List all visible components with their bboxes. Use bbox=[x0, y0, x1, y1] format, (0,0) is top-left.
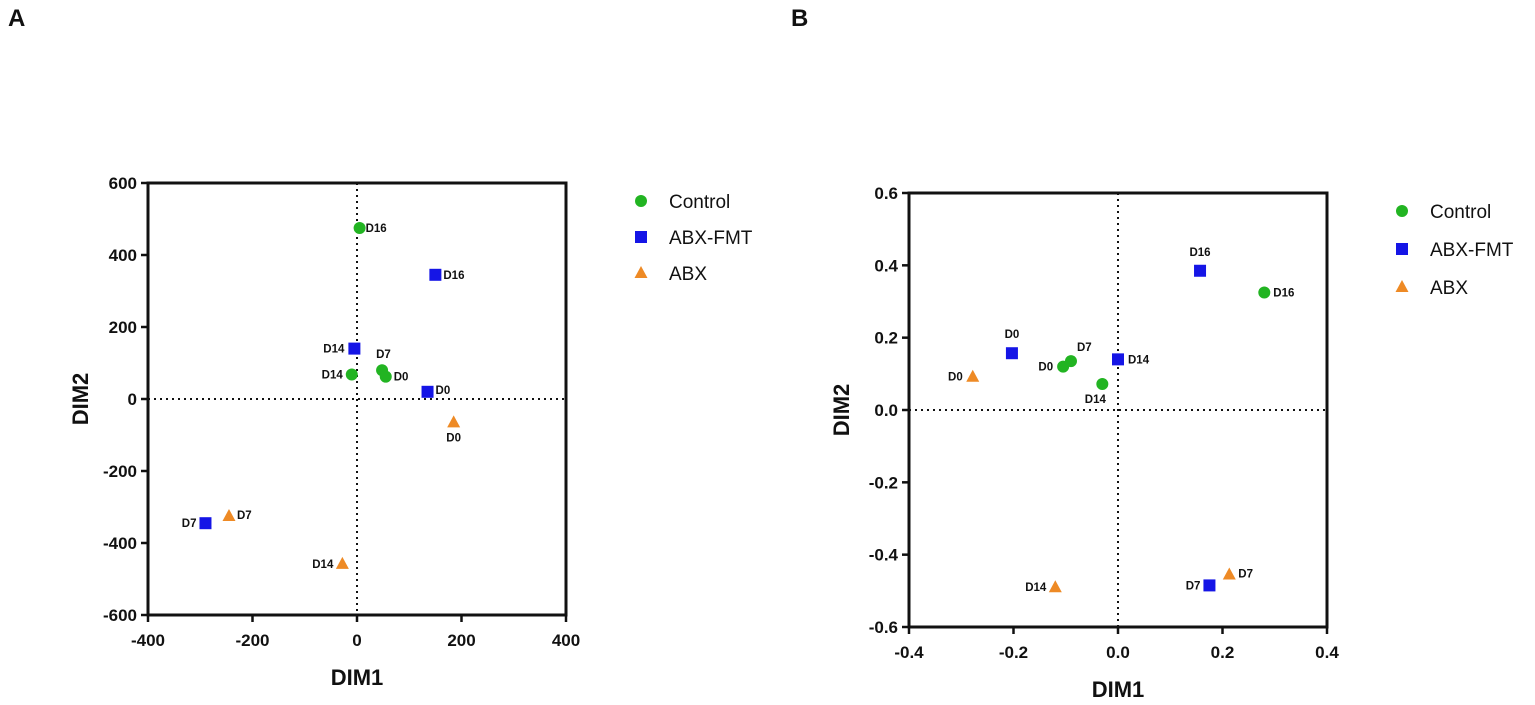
panel-b-abx-fmt-d0-label: D0 bbox=[1005, 329, 1020, 341]
panel-a-abx-fmt-d7-point bbox=[199, 517, 212, 530]
panel-a-control-d14-label: D14 bbox=[322, 370, 344, 382]
panel-a-abx-fmt-d14-point bbox=[348, 342, 361, 355]
panel-a-abx-d0-label: D0 bbox=[446, 432, 461, 444]
panel-b-abx-d14-point bbox=[1048, 580, 1062, 593]
panel-b-legend: Control ABX-FMT ABX bbox=[1395, 202, 1514, 299]
panel-a-x-tick-label: -400 bbox=[131, 631, 165, 650]
panel-a-control-d7-label: D7 bbox=[376, 349, 391, 361]
panel-b-legend-abx-fmt-marker bbox=[1396, 243, 1408, 255]
panel-b-y-axis-title: DIM2 bbox=[829, 384, 854, 437]
panel-a-abx-fmt-d0-point bbox=[421, 385, 434, 398]
panel-b-points: D16 D7 D0 D14 D16 D0 D14 D7 D0 D14 D7 bbox=[948, 247, 1294, 594]
panel-a-legend-control-marker bbox=[635, 195, 647, 207]
panel-b-control-d16-point bbox=[1258, 286, 1271, 299]
panel-b-abx-fmt-d14-point bbox=[1112, 353, 1124, 366]
panel-b-legend-control-marker bbox=[1396, 205, 1408, 217]
panel-a-y-tick-label: -200 bbox=[103, 462, 137, 481]
panel-b-y-tick-label: 0.6 bbox=[874, 184, 898, 203]
panel-b-control-d16-label: D16 bbox=[1273, 287, 1294, 299]
panel-a-control-d0-label: D0 bbox=[394, 372, 409, 384]
panel-a-control-d16-label: D16 bbox=[366, 223, 387, 235]
panel-a-control-d0-point bbox=[379, 370, 392, 383]
panel-a-y-tick-label: -600 bbox=[103, 606, 137, 625]
panel-b-control-d0-label: D0 bbox=[1038, 362, 1053, 374]
panel-a-legend: Control ABX-FMT ABX bbox=[634, 192, 753, 285]
panel-a-abx-d0-point bbox=[447, 415, 461, 428]
panel-b-y-tick-label: -0.4 bbox=[869, 546, 899, 565]
panel-a-abx-fmt-d16-label: D16 bbox=[443, 270, 464, 282]
panel-b-abx-d0-label: D0 bbox=[948, 372, 963, 384]
panel-b-letter: B bbox=[791, 5, 808, 32]
panel-a-abx-d14-label: D14 bbox=[312, 559, 334, 571]
panel-b-abx-fmt-d0-point bbox=[1005, 347, 1018, 360]
panel-a-abx-fmt-d7-label: D7 bbox=[182, 518, 197, 530]
panel-a-abx-fmt-d16-point bbox=[429, 268, 442, 281]
panel-b-control-d14-point bbox=[1096, 377, 1109, 390]
panel-a-y-tick-label: 400 bbox=[109, 246, 137, 265]
panel-a-abx-d14-point bbox=[335, 556, 349, 569]
panel-a-control-d14-point bbox=[345, 368, 358, 381]
panel-b-control-d14-label: D14 bbox=[1085, 394, 1107, 406]
panel-b-x-tick-label: 0.2 bbox=[1211, 643, 1235, 662]
panel-b-abx-fmt-d16-point bbox=[1194, 264, 1207, 277]
panel-b-x-tick-label: -0.4 bbox=[894, 643, 924, 662]
panel-b-y-tick-label: 0.0 bbox=[874, 401, 898, 420]
panel-b-legend-abx-marker bbox=[1395, 280, 1409, 292]
panel-b-x-axis-title: DIM1 bbox=[1092, 677, 1145, 702]
panel-a-y-tick-label: 200 bbox=[109, 318, 137, 337]
panel-a-y-tick-label: -400 bbox=[103, 534, 137, 553]
panel-a-x-tick-label: 0 bbox=[352, 631, 361, 650]
panel-b-abx-d14-label: D14 bbox=[1025, 582, 1047, 594]
panel-b-control-d7-label: D7 bbox=[1077, 342, 1092, 354]
panel-a-x-tick-label: -200 bbox=[235, 631, 269, 650]
panel-b-x-tick-label: 0.0 bbox=[1106, 643, 1130, 662]
panel-b-y-tick-label: 0.4 bbox=[874, 256, 898, 275]
panel-a-y-tick-label: 600 bbox=[109, 174, 137, 193]
panel-a: A -400 -200 0 200 4006004002000-200-400-600 … bbox=[8, 5, 753, 690]
panel-b-legend-abx-label: ABX bbox=[1430, 278, 1468, 299]
panel-a-legend-abx-marker bbox=[634, 266, 648, 278]
panel-a-abx-d7-label: D7 bbox=[237, 510, 252, 522]
panel-b-abx-fmt-d16-label: D16 bbox=[1189, 247, 1210, 259]
panel-b-y-tick-label: -0.6 bbox=[869, 618, 898, 637]
panel-a-y-tick-label: 0 bbox=[128, 390, 137, 409]
panel-b-abx-fmt-d7-point bbox=[1203, 579, 1216, 592]
panel-a-letter: A bbox=[8, 5, 25, 32]
panel-b-y-tick-label: 0.2 bbox=[874, 329, 898, 348]
panel-b: B -0.4 -0.2 0.0 0.2 0.40.60.40.20.0-0.2-0.4-… bbox=[791, 5, 1514, 702]
panel-a-legend-abx-fmt-marker bbox=[635, 231, 647, 243]
panel-b-y-tick-label: -0.2 bbox=[869, 473, 898, 492]
panel-a-x-tick-label: 200 bbox=[447, 631, 475, 650]
panel-b-abx-d0-point bbox=[966, 369, 980, 382]
panel-b-x-tick-label: 0.4 bbox=[1315, 643, 1339, 662]
panel-b-zero-lines bbox=[909, 193, 1327, 627]
panel-a-legend-abx-fmt-label: ABX-FMT bbox=[669, 228, 753, 249]
panel-a-legend-control-label: Control bbox=[669, 192, 730, 213]
panel-a-x-tick-label: 400 bbox=[552, 631, 580, 650]
panel-a-zero-lines bbox=[148, 183, 566, 615]
panel-b-abx-d7-label: D7 bbox=[1238, 569, 1253, 581]
panel-b-legend-control-label: Control bbox=[1430, 202, 1491, 223]
panel-a-legend-abx-label: ABX bbox=[669, 264, 707, 285]
panel-b-abx-fmt-d14-label: D14 bbox=[1128, 354, 1150, 366]
panel-b-control-d0-point bbox=[1057, 360, 1070, 373]
panel-a-abx-fmt-d14-label: D14 bbox=[323, 344, 345, 356]
panel-a-control-d16-point bbox=[353, 222, 366, 234]
panel-b-legend-abx-fmt-label: ABX-FMT bbox=[1430, 240, 1514, 261]
panel-b-x-tick-label: -0.2 bbox=[999, 643, 1028, 662]
panel-b-abx-d7-point bbox=[1222, 567, 1236, 580]
panel-b-abx-fmt-d7-label: D7 bbox=[1186, 580, 1201, 592]
panel-a-abx-d7-point bbox=[222, 509, 236, 521]
panel-a-y-axis-title: DIM2 bbox=[68, 373, 93, 426]
panel-a-abx-fmt-d0-label: D0 bbox=[436, 385, 451, 397]
panel-b-ticks: -0.4 -0.2 0.0 0.2 0.4 0.6 0.4 0.2 0.0 -0.2 -0.4 -0.… bbox=[869, 184, 1340, 662]
panel-a-x-axis-title: DIM1 bbox=[331, 665, 384, 690]
panel-a-ticks: -400 -200 0 200 400 600 400 200 0 -200 -400 -600 bbox=[103, 174, 580, 650]
